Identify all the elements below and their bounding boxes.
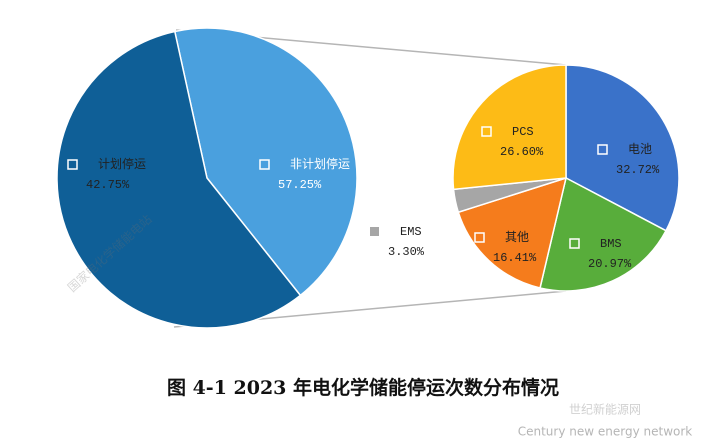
legend-key [481,126,492,137]
slice-label: 其他 [505,230,529,245]
caption: 图 4-1 2023 年电化学储能停运次数分布情况 [167,376,559,399]
legend-key [569,238,580,249]
value-label: 42.75% [86,178,130,192]
value-label: 26.60% [500,145,544,159]
legend-key [259,159,270,170]
pies: 计划停运 42.75% 非计划停运 57.25% 电池 32.72% BMS 20.97% 其他… [56,27,680,329]
slice-label: BMS [600,237,622,251]
watermark: Century new energy network [518,425,693,439]
legend-key [474,232,485,243]
legend-key [597,144,608,155]
watermark: 世纪新能源网 [569,402,641,417]
slice-label: 电池 [628,142,652,157]
slice-label: PCS [512,125,534,139]
value-label: 57.25% [278,178,322,192]
pie-slice [173,27,358,297]
slice-label: EMS [400,225,422,239]
value-label: 3.30% [388,245,425,259]
pie-slice [539,176,667,292]
slice-label: 计划停运 [98,156,146,172]
slice-label: 非计划停运 [290,156,350,172]
pie-slice [565,64,680,232]
pie-slice [452,64,567,191]
pie-slice [56,30,302,329]
pie-slice [457,176,568,289]
legend-key [67,159,78,170]
legend-key [370,227,379,236]
value-label: 20.97% [588,257,632,271]
value-label: 16.41% [493,251,537,265]
value-label: 32.72% [616,163,660,177]
